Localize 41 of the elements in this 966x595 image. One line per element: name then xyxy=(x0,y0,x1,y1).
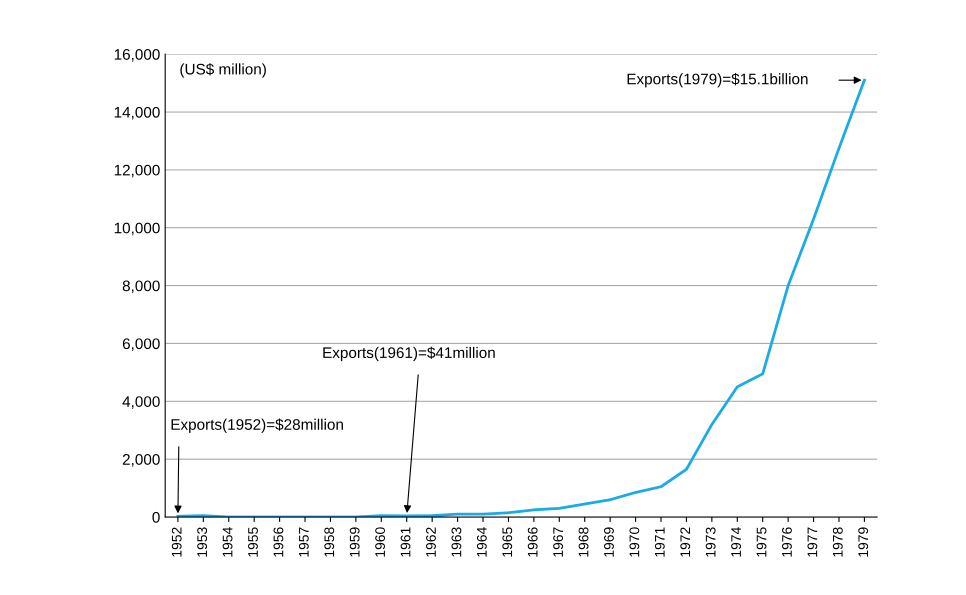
y-tick-label: 4,000 xyxy=(122,396,160,409)
y-tick-label: 6,000 xyxy=(122,338,160,351)
y-tick-label: 12,000 xyxy=(114,164,160,178)
x-tick-label: 1977 xyxy=(807,527,818,557)
y-tick-label: 14,000 xyxy=(114,106,160,120)
x-tick-label: 1953 xyxy=(197,527,208,557)
x-tick-label: 1965 xyxy=(502,527,512,557)
x-tick-label: 1971 xyxy=(654,527,665,557)
x-tick-label: 1973 xyxy=(706,527,716,557)
x-tick-label: 1961 xyxy=(400,527,410,557)
x-tick-label: 1968 xyxy=(578,527,588,557)
x-tick-label: 1979 xyxy=(858,527,868,557)
x-tick-label: 1969 xyxy=(604,527,614,557)
y-axis-title: (US$ million) xyxy=(180,63,266,78)
y-tick-label: 16,000 xyxy=(114,49,160,62)
x-tick-label: 1976 xyxy=(782,527,792,557)
x-tick-label: 1970 xyxy=(629,527,640,557)
x-tick-label: 1978 xyxy=(832,527,843,557)
x-tick-label: 1967 xyxy=(553,527,564,557)
x-tick-label: 1958 xyxy=(324,527,334,557)
x-tick-label: 1975 xyxy=(756,527,766,557)
annotation: Exports(1961)=$41million xyxy=(323,346,495,362)
x-tick-label: 1956 xyxy=(274,527,284,557)
y-tick-label: 10,000 xyxy=(114,222,160,236)
x-tick-label: 1954 xyxy=(222,527,232,557)
annotation: Exports(1979)=$15.1billion xyxy=(628,72,808,88)
x-tick-label: 1959 xyxy=(350,527,360,557)
y-tick-label: 8,000 xyxy=(122,280,160,294)
x-tick-label: 1952 xyxy=(172,527,182,557)
x-tick-label: 1966 xyxy=(528,527,538,557)
y-tick-label: 2,000 xyxy=(122,454,160,467)
x-tick-label: 1957 xyxy=(298,527,309,557)
annotation: Exports(1952)=$28million xyxy=(172,418,343,433)
y-tick-label: 0 xyxy=(152,512,160,523)
x-tick-label: 1955 xyxy=(248,527,258,557)
x-tick-label: 1974 xyxy=(731,527,742,557)
x-tick-label: 1972 xyxy=(680,527,690,557)
x-tick-label: 1960 xyxy=(375,527,386,557)
x-tick-label: 1964 xyxy=(476,527,487,557)
x-tick-label: 1962 xyxy=(426,527,436,557)
x-tick-label: 1963 xyxy=(451,527,462,557)
